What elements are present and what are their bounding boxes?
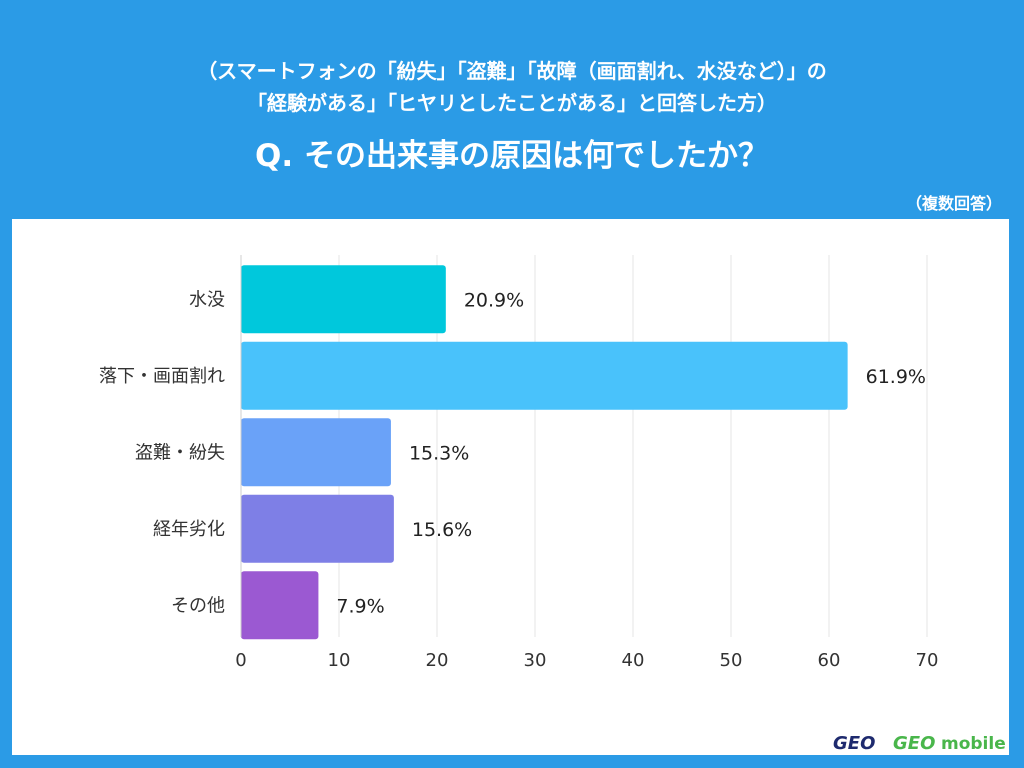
geo-logo: GEO bbox=[833, 733, 875, 754]
value-label: 61.9% bbox=[866, 366, 926, 388]
bar-chart: 0 10 20 30 40 50 60 70 水没 20.9% 落下・画面割れ 61.9% 盗難・紛失 1… bbox=[99, 255, 939, 671]
x-tick-label: 70 bbox=[916, 650, 939, 671]
category-label: 盗難・紛失 bbox=[135, 442, 225, 463]
value-label: 15.3% bbox=[409, 442, 469, 464]
bar bbox=[241, 341, 848, 410]
subtitle-line-1: （スマートフォンの「紛失」「盗難」「故障（画面割れ、水没など）」の bbox=[197, 59, 827, 83]
x-tick-label: 0 bbox=[235, 650, 246, 671]
geo-mobile-logo-suffix: mobile bbox=[941, 734, 1006, 754]
x-tick-label: 40 bbox=[622, 650, 645, 671]
chart-panel: 0 10 20 30 40 50 60 70 水没 20.9% 落下・画面割れ 61.9% 盗難・紛失 1… bbox=[12, 219, 1009, 755]
bar bbox=[241, 494, 394, 563]
question-title: Q. その出来事の原因は何でしたか？ bbox=[255, 138, 769, 174]
x-tick-label: 30 bbox=[524, 650, 547, 671]
x-tick-label: 50 bbox=[720, 650, 743, 671]
geo-logo-text: GEO bbox=[833, 733, 875, 754]
header: （スマートフォンの「紛失」「盗難」「故障（画面割れ、水没など）」の 「経験がある… bbox=[0, 0, 1024, 218]
category-label: 経年劣化 bbox=[153, 519, 225, 540]
value-label: 7.9% bbox=[336, 595, 384, 617]
x-tick-label: 20 bbox=[426, 650, 449, 671]
bar bbox=[241, 571, 319, 640]
brand-logos: GEO GEO mobile bbox=[833, 733, 1006, 754]
category-label: 水没 bbox=[189, 289, 225, 310]
geo-mobile-logo-prefix: GEO bbox=[893, 733, 935, 754]
category-label: その他 bbox=[171, 595, 225, 616]
subtitle-line-2: 「経験がある」「ヒヤリとしたことがある」と回答した方） bbox=[247, 91, 777, 115]
bar bbox=[241, 418, 391, 487]
x-tick-label: 10 bbox=[328, 650, 351, 671]
category-label: 落下・画面割れ bbox=[99, 366, 225, 387]
geo-mobile-logo: GEO mobile bbox=[893, 733, 1006, 754]
value-label: 15.6% bbox=[412, 519, 472, 541]
bar bbox=[241, 265, 446, 334]
multiple-answer-note: （複数回答） bbox=[905, 194, 1002, 213]
x-tick-label: 60 bbox=[818, 650, 841, 671]
value-label: 20.9% bbox=[464, 289, 524, 311]
